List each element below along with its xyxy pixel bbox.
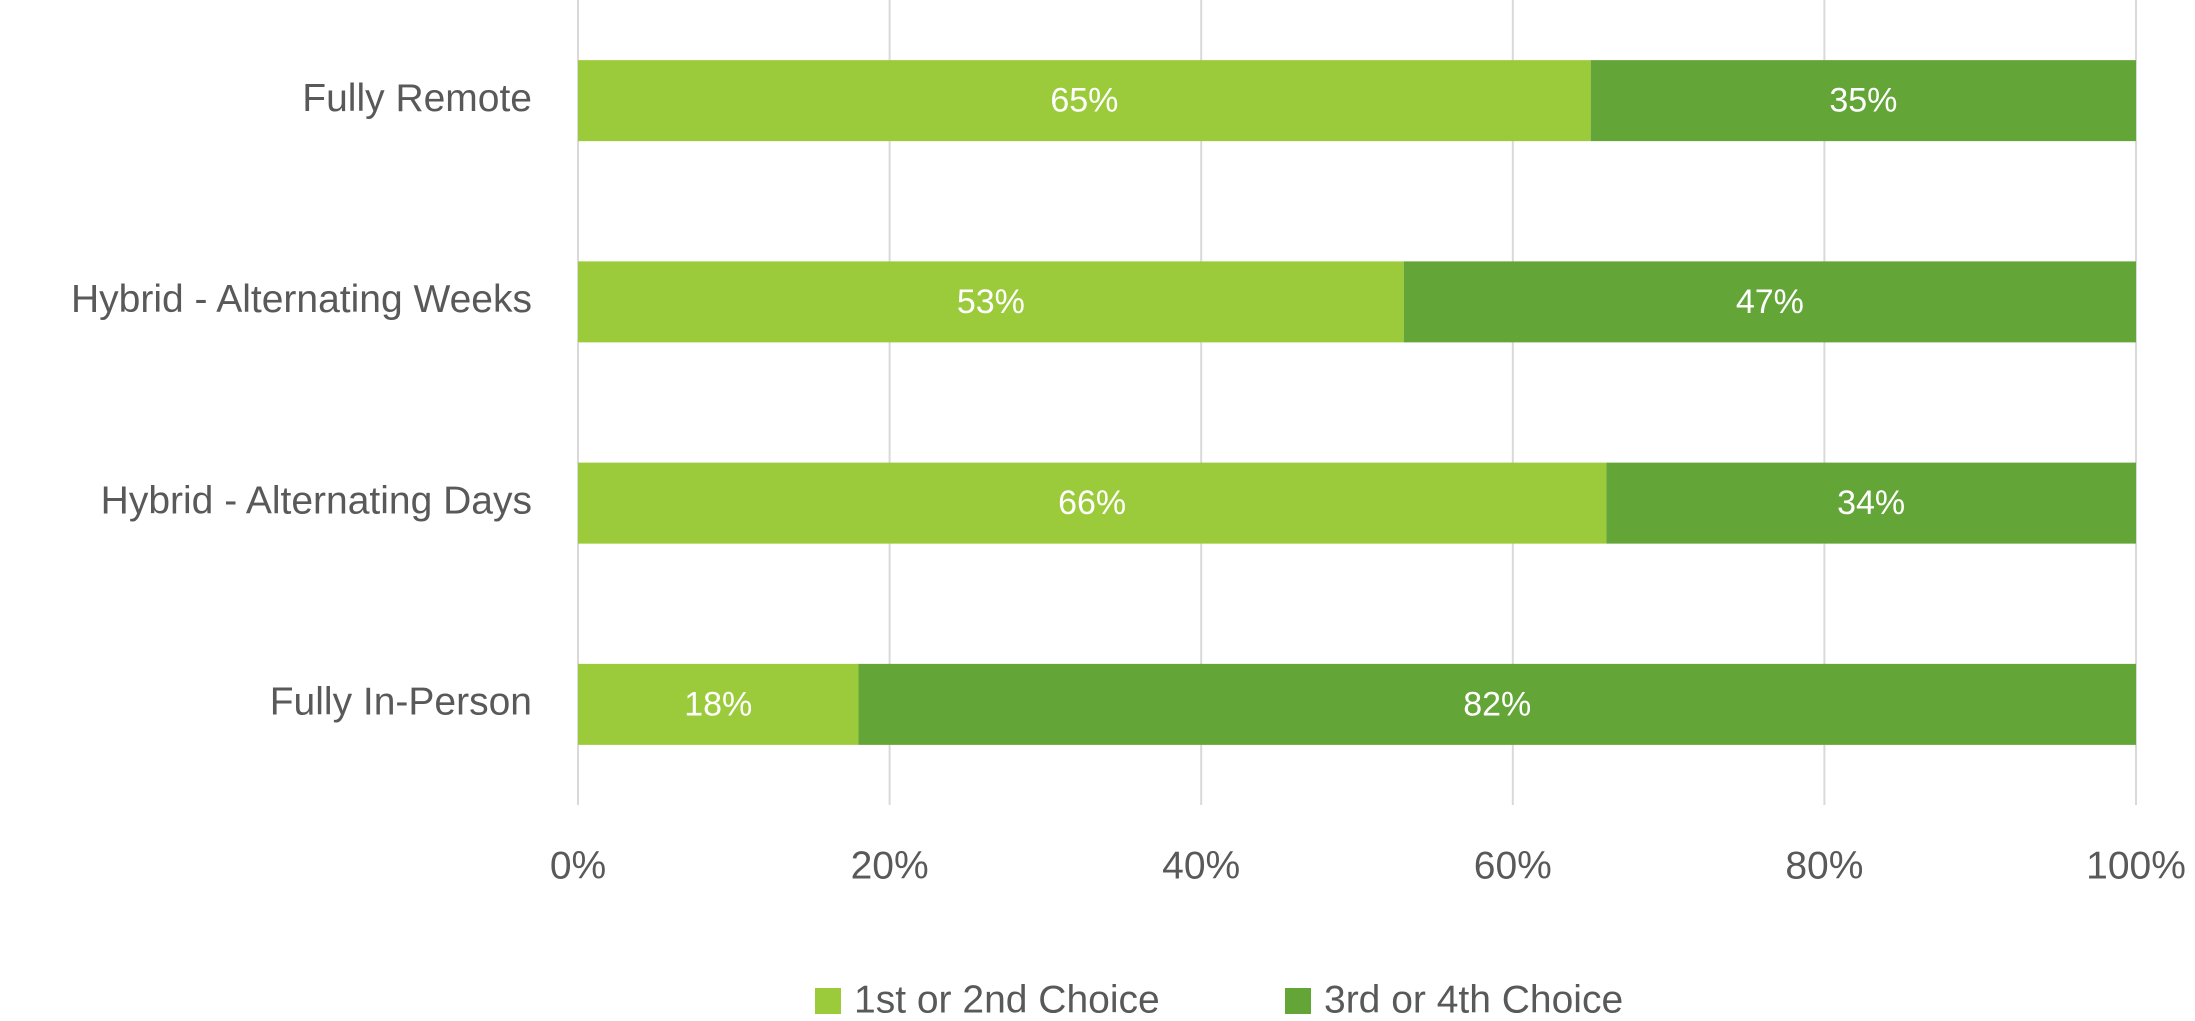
category-label: Fully Remote (302, 77, 532, 120)
bar-segment (858, 663, 2137, 745)
data-label: 66% (1058, 484, 1126, 522)
data-label: 65% (1050, 82, 1118, 120)
bar-segment (1590, 60, 2136, 142)
bar-segment (578, 261, 1404, 343)
x-tick-label: 100% (2086, 844, 2186, 887)
data-label: 53% (957, 283, 1025, 321)
legend-swatch (1285, 988, 1311, 1014)
data-label: 34% (1837, 484, 1905, 522)
x-tick-label: 80% (1785, 844, 1863, 887)
legend-label: 3rd or 4th Choice (1324, 978, 1623, 1021)
data-label: 35% (1829, 82, 1897, 120)
legend-label: 1st or 2nd Choice (854, 978, 1160, 1021)
bar-segment (578, 663, 859, 745)
x-tick-label: 40% (1162, 844, 1240, 887)
x-tick-label: 0% (550, 844, 606, 887)
category-label: Hybrid - Alternating Days (101, 479, 532, 522)
data-label: 82% (1463, 685, 1531, 723)
x-tick-label: 20% (851, 844, 929, 887)
legend-swatch (815, 988, 841, 1014)
bar-segment (578, 60, 1591, 142)
bar-segment (578, 462, 1607, 544)
bar-segment (1403, 261, 2136, 343)
data-label: 47% (1736, 283, 1804, 321)
category-label: Hybrid - Alternating Weeks (71, 278, 532, 321)
category-label: Fully In-Person (270, 681, 532, 724)
bar-segment (1606, 462, 2136, 544)
data-label: 18% (684, 685, 752, 723)
x-tick-label: 60% (1474, 844, 1552, 887)
